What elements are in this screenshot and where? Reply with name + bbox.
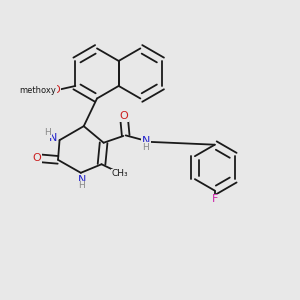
Text: H: H [142,143,149,152]
Text: N: N [77,176,86,185]
Text: H: H [78,181,85,190]
Text: N: N [142,136,150,146]
Text: H: H [44,128,51,137]
Text: F: F [212,194,218,205]
Text: O: O [32,153,41,164]
Text: N: N [49,133,57,143]
Text: CH₃: CH₃ [112,169,128,178]
Text: O: O [120,111,129,121]
Text: methoxy: methoxy [20,86,56,95]
Text: O: O [52,85,61,95]
